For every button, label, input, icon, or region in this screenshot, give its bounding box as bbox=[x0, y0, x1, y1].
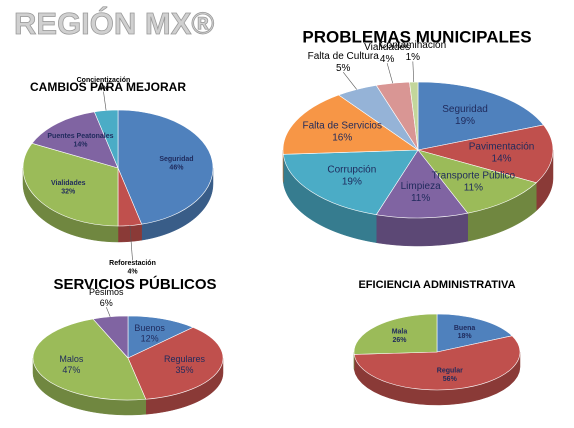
slice-value-label: 4% bbox=[380, 54, 395, 65]
slice-label: Buenos bbox=[134, 323, 165, 333]
slice-label: Seguridad bbox=[442, 104, 488, 115]
slice-value-label: 32% bbox=[61, 188, 76, 195]
slice-label: Regular bbox=[437, 367, 463, 374]
slice bbox=[353, 335, 521, 391]
slice bbox=[31, 111, 119, 169]
slice bbox=[22, 142, 119, 227]
slice-label: Pavimentación bbox=[469, 141, 535, 152]
leader-line bbox=[129, 225, 133, 261]
slice-label: Buena bbox=[454, 325, 476, 332]
slice-label: Vialidades bbox=[51, 180, 86, 187]
slice-label: Puentes Peatonales bbox=[47, 133, 113, 140]
slice-value-label: 19% bbox=[455, 116, 475, 127]
slice-value-label: 56% bbox=[443, 376, 458, 383]
slice-label: Vialidades bbox=[364, 42, 410, 53]
header-title: REGIÓN MX® bbox=[14, 5, 214, 41]
slice-label: Transporte Público bbox=[432, 170, 516, 181]
slice-value-label: 14% bbox=[492, 153, 512, 164]
slice-value-label: 47% bbox=[62, 365, 80, 375]
slice-value-label: 11% bbox=[464, 182, 483, 193]
slice-value-label: 5% bbox=[336, 63, 351, 74]
slice bbox=[117, 109, 214, 225]
slice-label: Malos bbox=[59, 354, 84, 364]
slice-label: Contaminación bbox=[379, 40, 446, 51]
slice bbox=[92, 315, 129, 359]
slice bbox=[409, 81, 419, 151]
slice bbox=[417, 124, 554, 184]
slice-value-label: 35% bbox=[176, 365, 194, 375]
chart-title: EFICIENCIA ADMINISTRATIVA bbox=[358, 279, 515, 291]
slice-label: Seguridad bbox=[159, 156, 193, 163]
slice bbox=[353, 313, 438, 355]
slice-value-label: 11% bbox=[411, 193, 430, 204]
slice-label: Concientización bbox=[77, 77, 131, 84]
slice-value-label: 46% bbox=[169, 165, 184, 172]
chart-title: PROBLEMAS MUNICIPALES bbox=[302, 27, 531, 46]
leader-line bbox=[412, 61, 415, 83]
slice bbox=[436, 313, 513, 353]
slice-label: Reforestación bbox=[109, 260, 156, 267]
slice-label: Limpieza bbox=[401, 181, 441, 192]
slice-label: Corrupción bbox=[327, 164, 376, 175]
slice-label: Falta de Cultura bbox=[308, 51, 380, 62]
slice-value-label: 18% bbox=[458, 333, 473, 340]
slice bbox=[127, 327, 224, 400]
slice-value-label: 14% bbox=[73, 141, 88, 148]
slice-value-label: 4% bbox=[127, 268, 138, 275]
leader-line bbox=[386, 63, 393, 84]
slice bbox=[32, 318, 147, 401]
slice bbox=[282, 94, 419, 155]
chart-title: SERVICIOS PÚBLICOS bbox=[53, 275, 216, 293]
slice-value-label: 4% bbox=[98, 86, 109, 93]
leader-line bbox=[342, 71, 357, 90]
slice-label: Falta de Servicios bbox=[303, 121, 382, 132]
slice bbox=[375, 149, 469, 219]
slice-label: Mala bbox=[392, 329, 408, 336]
slice-label: Regulares bbox=[164, 354, 206, 364]
slice-value-label: 12% bbox=[141, 334, 159, 344]
slice bbox=[282, 149, 419, 215]
slice-label: Pésimos bbox=[89, 287, 124, 297]
chart-title: CAMBIOS PARA MEJORAR bbox=[30, 80, 186, 94]
leader-line bbox=[103, 91, 107, 111]
slice-value-label: 1% bbox=[406, 52, 421, 63]
slice-value-label: 16% bbox=[332, 133, 352, 144]
slice bbox=[417, 81, 545, 151]
slice-value-label: 6% bbox=[100, 298, 113, 308]
slice bbox=[127, 315, 194, 359]
slice bbox=[417, 149, 537, 214]
leader-line bbox=[106, 307, 111, 317]
slice-value-label: 26% bbox=[392, 337, 407, 344]
slice-value-label: 19% bbox=[342, 176, 362, 187]
